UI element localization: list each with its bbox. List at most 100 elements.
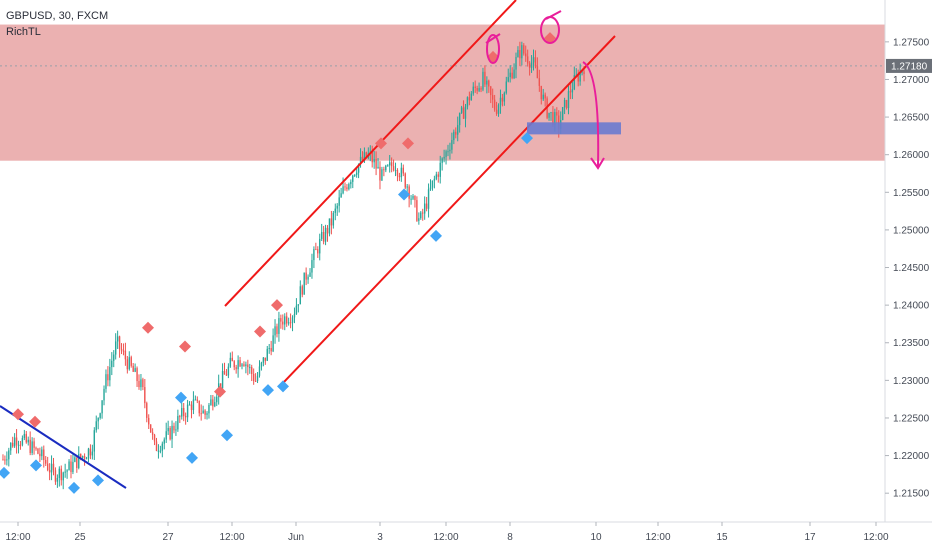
candle-body xyxy=(491,95,494,100)
time-tick-label: 15 xyxy=(716,532,728,543)
candle-body xyxy=(433,178,436,181)
candle-body xyxy=(437,174,439,177)
candle-body xyxy=(140,379,142,388)
candle-body xyxy=(285,316,288,324)
candle-body xyxy=(62,472,64,481)
candle-body xyxy=(394,170,397,172)
candle-body xyxy=(190,404,193,411)
price-tick-label: 1.22500 xyxy=(893,413,930,424)
candle-body xyxy=(151,432,154,435)
candle-body xyxy=(23,433,26,438)
candle-body xyxy=(474,86,476,89)
candle-body xyxy=(404,173,406,188)
candle-body xyxy=(291,317,294,323)
candle-body xyxy=(254,380,257,382)
pivot-low-marker xyxy=(398,188,410,201)
candle-body xyxy=(344,186,346,188)
candle-body xyxy=(66,470,68,472)
candle-body xyxy=(89,448,92,456)
candle-body xyxy=(313,249,315,261)
price-tick-label: 1.25000 xyxy=(893,225,930,236)
candle-body xyxy=(484,71,486,85)
candle-body xyxy=(188,404,191,406)
candle-body xyxy=(43,449,45,460)
candle-body xyxy=(268,348,270,350)
candle-body xyxy=(577,74,579,82)
pivot-low-marker xyxy=(92,474,104,487)
candle-body xyxy=(460,107,463,113)
candle-body xyxy=(388,162,391,166)
pivot-high-marker xyxy=(214,385,226,398)
candle-body xyxy=(511,72,513,79)
candle-body xyxy=(219,383,222,389)
candle-body xyxy=(2,459,4,461)
pivot-low-marker xyxy=(221,429,233,442)
candle-body xyxy=(423,203,426,214)
pivot-high-marker xyxy=(402,137,414,150)
candle-body xyxy=(342,186,344,194)
price-tick-label: 1.25500 xyxy=(893,188,930,199)
candle-body xyxy=(276,326,278,334)
candle-body xyxy=(214,402,216,407)
current-price-badge xyxy=(886,58,932,73)
candle-body xyxy=(464,106,467,119)
candle-body xyxy=(346,187,348,190)
candle-body xyxy=(330,218,333,226)
candle-body xyxy=(124,350,127,360)
candle-body xyxy=(525,53,527,57)
candle-body xyxy=(571,89,574,93)
candle-body xyxy=(4,459,6,461)
candle-body xyxy=(315,249,317,251)
candle-body xyxy=(282,321,284,325)
candle-body xyxy=(449,149,451,152)
candle-body xyxy=(8,450,10,460)
candle-body xyxy=(340,193,342,198)
candle-body xyxy=(583,71,585,75)
candle-body xyxy=(326,227,329,234)
candle-body xyxy=(412,195,414,199)
candle-body xyxy=(493,99,496,110)
candle-body xyxy=(418,218,420,221)
candle-body xyxy=(470,93,473,101)
symbol-text: GBPUSD xyxy=(6,10,53,22)
candle-body xyxy=(109,367,111,381)
candle-body xyxy=(352,175,354,182)
candle-body xyxy=(243,364,245,366)
candle-body xyxy=(476,88,478,91)
candle-body xyxy=(359,156,362,165)
candle-body xyxy=(111,360,113,368)
pivot-high-marker xyxy=(179,340,191,353)
candle-body xyxy=(530,62,533,68)
time-tick-label: Jun xyxy=(288,532,304,543)
time-tick-label: 12:00 xyxy=(5,532,30,543)
symbol-line: GBPUSD, 30, FXCM xyxy=(6,10,109,22)
time-tick-label: 27 xyxy=(162,532,174,543)
projection-arrow xyxy=(582,61,600,167)
candle-body xyxy=(319,238,321,254)
candle-body xyxy=(159,450,162,452)
candle-body xyxy=(311,260,313,273)
pivot-low-marker xyxy=(68,481,80,494)
candle-body xyxy=(309,272,311,277)
projection-arrow-head xyxy=(590,157,605,170)
candle-body xyxy=(184,416,187,418)
candle-body xyxy=(136,368,138,382)
candle-body xyxy=(171,425,173,440)
candle-body xyxy=(361,156,364,161)
candle-body xyxy=(540,85,542,100)
price-tick-label: 1.27500 xyxy=(893,37,930,48)
candle-body xyxy=(48,470,51,473)
candle-body xyxy=(410,198,412,200)
candle-body xyxy=(429,187,432,190)
candle-body xyxy=(177,416,179,430)
pivot-high-marker xyxy=(254,325,266,338)
candle-body xyxy=(447,151,449,153)
candle-body xyxy=(287,322,290,324)
candle-body xyxy=(27,439,29,443)
candle-body xyxy=(41,449,43,457)
pivot-low-marker xyxy=(521,132,533,145)
candle-body xyxy=(503,92,506,102)
candle-body xyxy=(35,447,37,449)
pivot-high-marker xyxy=(12,408,24,421)
